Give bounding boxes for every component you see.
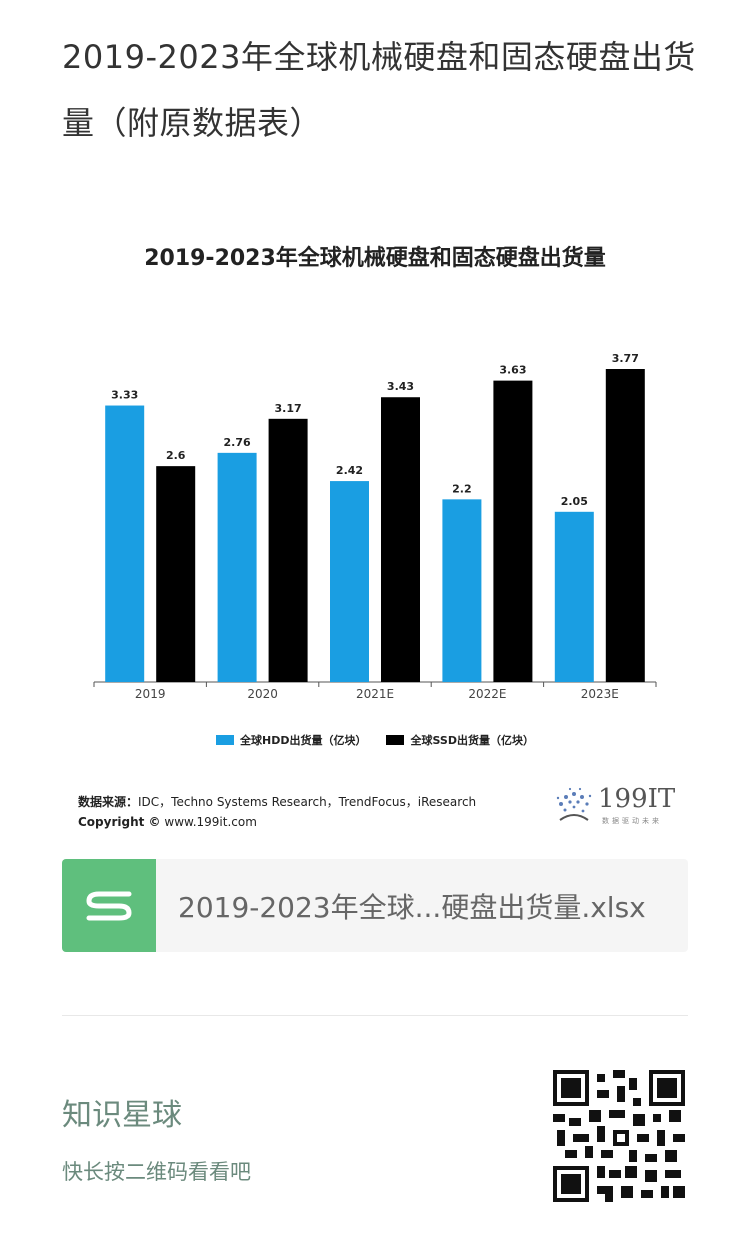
data-label-ssd-2021E: 3.43 [387, 380, 414, 393]
legend-label-ssd: 全球SSD出货量（亿块） [410, 734, 534, 747]
bar-ssd-2022E [493, 380, 533, 682]
bar-ssd-2019 [156, 466, 196, 682]
logo-tagline: 数据驱动未来 [602, 817, 662, 825]
bar-ssd-2021E [381, 397, 420, 682]
copyright-text: www.199it.com [164, 815, 257, 829]
chart-legend: 全球HDD出货量（亿块） 全球SSD出货量（亿块） [0, 732, 750, 748]
data-label-ssd-2022E: 3.63 [499, 364, 526, 377]
x-tick-label-2021E: 2021E [356, 687, 394, 701]
legend-item-ssd: 全球SSD出货量（亿块） [386, 732, 534, 748]
copyright-label: Copyright © [78, 815, 161, 829]
data-label-hdd-2019: 3.33 [111, 389, 138, 402]
bar-ssd-2023E [605, 369, 645, 682]
attachment-card[interactable]: 2019-2023年全球...硬盘出货量.xlsx [62, 859, 688, 952]
bar-chart: 3.33 2.6 2019 2.76 3.17 2020 2.42 3.43 2021E 2.2 3… [93, 352, 657, 701]
divider [62, 1015, 688, 1016]
bar-hdd-2020 [217, 452, 257, 682]
bar-hdd-2021E [330, 481, 369, 682]
data-label-ssd-2023E: 3.77 [612, 352, 639, 365]
legend-swatch-hdd [216, 735, 235, 745]
logo-text: 199IT [598, 784, 676, 814]
x-tick-label-2019: 2019 [135, 687, 166, 701]
bar-hdd-2022E [442, 499, 482, 682]
attachment-file-name[interactable]: 2019-2023年全球...硬盘出货量.xlsx [178, 890, 646, 924]
source-note: 数据来源：IDC，Techno Systems Research，TrendFo… [78, 792, 476, 832]
qr-code-icon[interactable] [553, 1070, 685, 1202]
bar-ssd-2020 [268, 418, 308, 682]
data-label-hdd-2020: 2.76 [224, 436, 251, 449]
dandelion-icon [556, 787, 592, 821]
x-tick-label-2023E: 2023E [581, 687, 619, 701]
page-title: 2019-2023年全球机械硬盘和固态硬盘出货量（附原数据表） [62, 38, 696, 142]
x-tick-label-2022E: 2022E [468, 687, 506, 701]
source-text: IDC，Techno Systems Research，TrendFocus，i… [138, 795, 477, 809]
zsxq-title: 知识星球 [62, 1098, 182, 1133]
chart-title: 2019-2023年全球机械硬盘和固态硬盘出货量 [144, 246, 606, 271]
legend-swatch-ssd [386, 735, 405, 745]
data-label-hdd-2022E: 2.2 [452, 482, 472, 495]
legend-label-hdd: 全球HDD出货量（亿块） [240, 734, 367, 747]
x-tick-label-2020: 2020 [247, 687, 278, 701]
199it-logo: 199IT 数据驱动未来 [552, 784, 692, 832]
legend-item-hdd: 全球HDD出货量（亿块） [216, 732, 366, 748]
data-label-hdd-2023E: 2.05 [561, 495, 588, 508]
data-label-ssd-2020: 3.17 [275, 402, 302, 415]
source-label: 数据来源： [78, 795, 139, 809]
data-label-ssd-2019: 2.6 [166, 449, 186, 462]
spreadsheet-icon [62, 859, 156, 952]
zsxq-subtitle: 快长按二维码看看吧 [62, 1160, 251, 1184]
bar-hdd-2023E [554, 511, 594, 682]
data-label-hdd-2021E: 2.42 [336, 464, 363, 477]
bar-hdd-2019 [105, 405, 145, 682]
